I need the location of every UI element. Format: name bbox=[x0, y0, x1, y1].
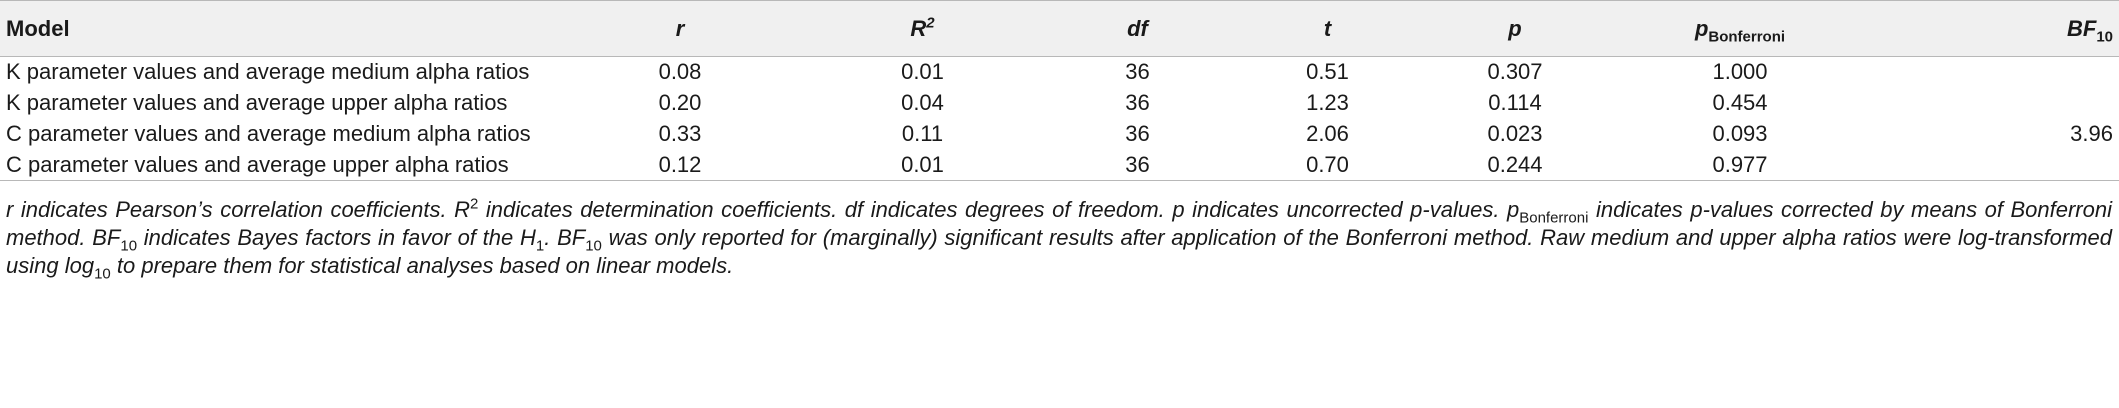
table-row: K parameter values and average medium al… bbox=[0, 57, 2119, 88]
cell-t: 0.70 bbox=[1230, 149, 1425, 181]
cell-model: K parameter values and average upper alp… bbox=[6, 90, 508, 115]
header-p-bonferroni-base: p bbox=[1694, 15, 1709, 41]
footnote-text-5: . BF bbox=[544, 225, 586, 250]
cell-r: 0.20 bbox=[658, 90, 702, 115]
table-footnote: r indicates Pearson’s correlation coeffi… bbox=[6, 195, 2113, 283]
cell-model: C parameter values and average upper alp… bbox=[0, 149, 560, 181]
cell-p: 0.114 bbox=[1488, 90, 1542, 115]
footnote-sub-3: 10 bbox=[120, 237, 138, 255]
header-df: df bbox=[1045, 0, 1230, 57]
results-table: Model r R2 df t p pBonferroni BF10 K par… bbox=[0, 0, 2119, 181]
footnote-sub-5: 10 bbox=[585, 237, 602, 255]
cell-bf10: 3.96 bbox=[2070, 121, 2113, 146]
header-model: Model bbox=[0, 0, 560, 57]
cell-p-bonferroni: 1.000 bbox=[1712, 59, 1768, 85]
header-r-squared: R2 bbox=[800, 0, 1045, 57]
cell-bf10 bbox=[1875, 88, 2119, 119]
cell-r: 0.33 bbox=[658, 121, 702, 146]
cell-p: 0.244 bbox=[1425, 149, 1605, 181]
cell-r-squared: 0.01 bbox=[800, 149, 1045, 181]
cell-df: 36 bbox=[1125, 121, 1150, 146]
footnote-text-7: to prepare them for statistical analyses… bbox=[110, 253, 734, 278]
table-row: K parameter values and average upper alp… bbox=[0, 88, 2119, 119]
cell-r-squared: 0.01 bbox=[901, 59, 944, 85]
cell-r: 0.12 bbox=[560, 149, 800, 181]
header-p-bonferroni-sub: Bonferroni bbox=[1708, 27, 1786, 45]
table-row: C parameter values and average upper alp… bbox=[0, 149, 2119, 181]
header-r-squared-sup: 2 bbox=[926, 14, 935, 32]
cell-p-bonferroni: 0.093 bbox=[1712, 121, 1768, 146]
cell-model: K parameter values and average medium al… bbox=[6, 59, 530, 85]
footnote-sub-4: 1 bbox=[535, 237, 545, 255]
cell-p-bonferroni: 0.977 bbox=[1605, 149, 1875, 181]
cell-bf10 bbox=[1875, 149, 2119, 181]
footnote-text-1: r indicates Pearson’s correlation coeffi… bbox=[6, 197, 471, 222]
table-row: C parameter values and average medium al… bbox=[0, 119, 2119, 150]
header-bf10-sub: 10 bbox=[2096, 27, 2113, 45]
footnote-text-2: indicates determination coefficients. df… bbox=[478, 197, 1520, 222]
cell-bf10 bbox=[1875, 57, 2119, 88]
cell-r-squared: 0.11 bbox=[901, 121, 944, 146]
cell-r-squared: 0.04 bbox=[901, 90, 944, 115]
footnote-sub-2: Bonferroni bbox=[1519, 209, 1589, 227]
footnote-text-6: was only reported for (marginally) signi… bbox=[6, 225, 2113, 278]
footnote-text-3: indicates p-values corrected by means of… bbox=[6, 197, 2112, 250]
header-bf10: BF10 bbox=[1875, 0, 2119, 57]
header-t: t bbox=[1230, 0, 1425, 57]
footnote-sub-6: 10 bbox=[94, 265, 111, 283]
cell-t: 1.23 bbox=[1306, 90, 1349, 115]
cell-p: 0.307 bbox=[1487, 59, 1543, 85]
header-r: r bbox=[560, 0, 800, 57]
cell-df: 36 bbox=[1045, 149, 1230, 181]
cell-df: 36 bbox=[1125, 59, 1150, 85]
cell-t: 0.51 bbox=[1306, 59, 1349, 85]
cell-model: C parameter values and average medium al… bbox=[6, 121, 531, 146]
header-p: p bbox=[1425, 0, 1605, 57]
header-r-squared-base: R bbox=[910, 15, 927, 41]
cell-r: 0.08 bbox=[658, 59, 702, 85]
cell-df: 36 bbox=[1125, 90, 1150, 115]
header-row: Model r R2 df t p pBonferroni BF10 bbox=[0, 0, 2119, 57]
header-bf10-base: BF bbox=[2066, 15, 2097, 41]
footnote-text-4: indicates Bayes factors in favor of the … bbox=[137, 225, 536, 250]
cell-p: 0.023 bbox=[1487, 121, 1543, 146]
header-p-bonferroni: pBonferroni bbox=[1605, 0, 1875, 57]
cell-p-bonferroni: 0.454 bbox=[1712, 90, 1768, 115]
cell-t: 2.06 bbox=[1306, 121, 1349, 146]
footnote-sup-1: 2 bbox=[470, 195, 479, 213]
